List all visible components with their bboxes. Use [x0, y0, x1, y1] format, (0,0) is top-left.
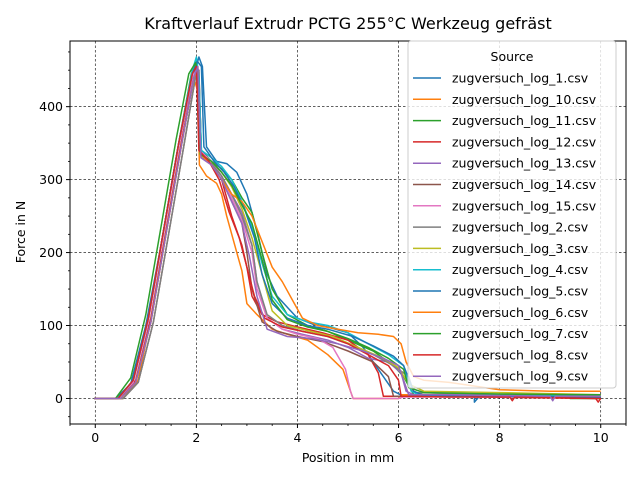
legend-label: zugversuch_log_4.csv: [452, 262, 589, 277]
legend-label: zugversuch_log_3.csv: [452, 241, 589, 256]
legend-label: zugversuch_log_9.csv: [452, 369, 589, 384]
x-tick-label: 2: [192, 430, 200, 445]
legend-label: zugversuch_log_8.csv: [452, 347, 589, 362]
legend-label: zugversuch_log_15.csv: [452, 198, 597, 213]
y-tick-label: 0: [55, 391, 63, 406]
x-tick-label: 0: [91, 430, 99, 445]
x-tick-label: 10: [593, 430, 609, 445]
legend-label: zugversuch_log_10.csv: [452, 92, 597, 107]
y-tick-label: 400: [39, 99, 63, 114]
series-line-14: [94, 65, 601, 402]
legend-label: zugversuch_log_2.csv: [452, 220, 589, 235]
series-line-15: [94, 65, 601, 402]
legend-label: zugversuch_log_1.csv: [452, 71, 589, 86]
legend-label: zugversuch_log_14.csv: [452, 177, 597, 192]
chart-title: Kraftverlauf Extrudr PCTG 255°C Werkzeug…: [144, 14, 552, 33]
x-tick-label: 6: [395, 430, 403, 445]
y-tick-label: 200: [39, 245, 63, 260]
legend-items: zugversuch_log_1.csv zugversuch_log_10.cs…: [413, 71, 597, 384]
y-tick-label: 300: [39, 172, 63, 187]
x-tick-label: 4: [293, 430, 301, 445]
legend: Source zugversuch_log_1.csvzugversuch_lo…: [407, 40, 617, 389]
legend-label: zugversuch_log_11.csv: [452, 113, 597, 128]
legend-title: Source: [491, 49, 534, 64]
x-axis-label: Position in mm: [302, 450, 394, 465]
x-tick-label: 8: [496, 430, 504, 445]
legend-label: zugversuch_log_7.csv: [452, 326, 589, 341]
series-line-8: [94, 70, 601, 400]
y-axis-label: Force in N: [13, 201, 28, 264]
y-tick-label: 100: [39, 318, 63, 333]
legend-label: zugversuch_log_6.csv: [452, 305, 589, 320]
series-layer: [94, 56, 602, 403]
legend-label: zugversuch_log_13.csv: [452, 156, 597, 171]
legend-label: zugversuch_log_5.csv: [452, 284, 589, 299]
legend-label: zugversuch_log_12.csv: [452, 134, 597, 149]
legend-box: [407, 40, 617, 389]
